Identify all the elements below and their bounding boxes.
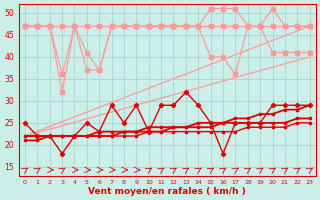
X-axis label: Vent moyen/en rafales ( km/h ): Vent moyen/en rafales ( km/h ) (88, 187, 246, 196)
